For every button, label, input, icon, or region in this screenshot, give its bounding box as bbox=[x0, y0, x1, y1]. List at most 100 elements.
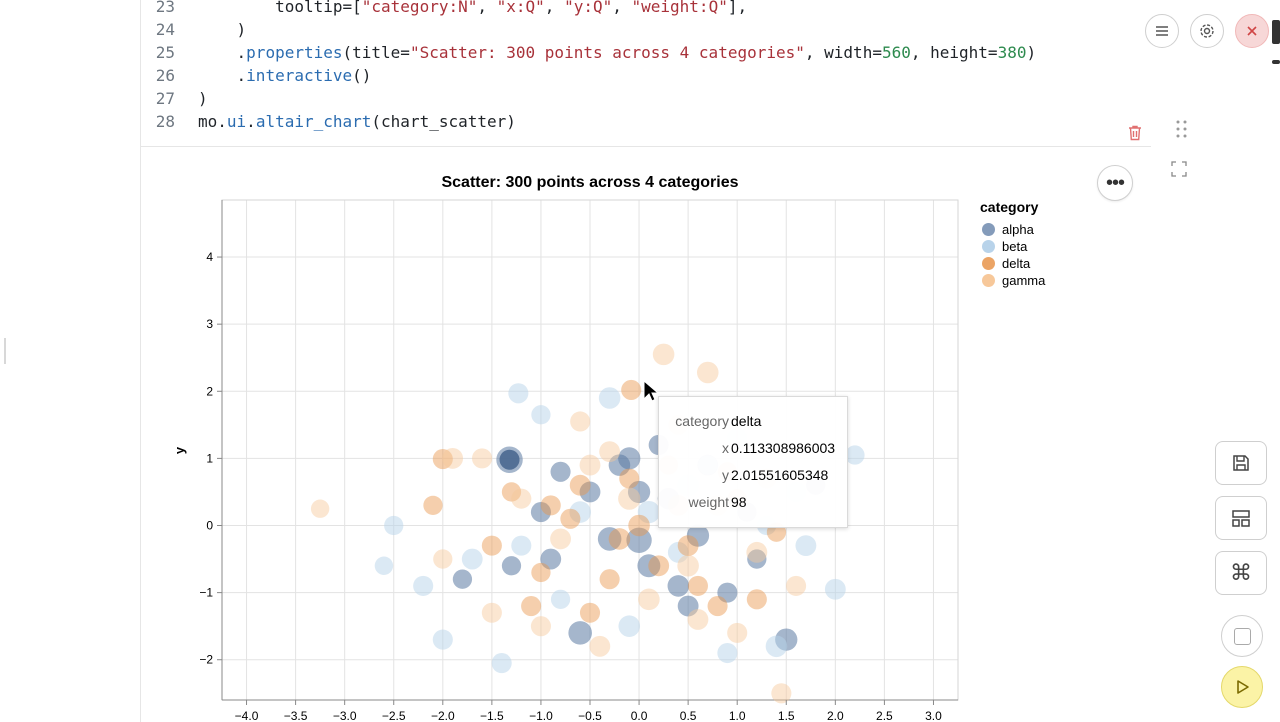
point-alpha[interactable] bbox=[597, 527, 622, 551]
point-beta[interactable] bbox=[637, 500, 661, 524]
point-gamma[interactable] bbox=[570, 411, 591, 432]
point-gamma[interactable] bbox=[727, 622, 748, 643]
more-options-icon[interactable]: ••• bbox=[1097, 165, 1133, 201]
point-alpha[interactable] bbox=[540, 548, 562, 570]
point-gamma[interactable] bbox=[530, 616, 551, 637]
point-beta[interactable] bbox=[413, 575, 434, 596]
point-highlight[interactable] bbox=[499, 449, 520, 470]
point-beta[interactable] bbox=[374, 556, 394, 575]
point-alpha[interactable] bbox=[667, 575, 690, 597]
point-gamma[interactable] bbox=[618, 487, 641, 510]
point-gamma[interactable] bbox=[511, 488, 532, 509]
point-gamma[interactable] bbox=[472, 448, 493, 469]
scatter-plot[interactable]: −4.0 −3.5 −3.0 −2.5 −2.0 −1.5 −1.0 −0.5 0.0 0.5 1.… bbox=[180, 195, 980, 722]
point-delta[interactable] bbox=[628, 514, 650, 537]
point-alpha[interactable] bbox=[747, 549, 767, 569]
point-delta[interactable] bbox=[432, 449, 453, 470]
point-delta[interactable] bbox=[501, 482, 522, 502]
point-gamma[interactable] bbox=[589, 635, 611, 657]
legend-item-beta[interactable]: beta bbox=[982, 238, 1027, 254]
code-line[interactable]: 27) bbox=[141, 87, 1141, 110]
point-gamma[interactable] bbox=[652, 343, 675, 366]
code-line[interactable]: 23 tooltip=["category:N", "x:Q", "y:Q", … bbox=[141, 0, 1141, 18]
point-gamma[interactable] bbox=[579, 454, 601, 476]
point-beta[interactable] bbox=[795, 535, 817, 557]
point-delta[interactable] bbox=[619, 468, 640, 489]
expand-icon[interactable] bbox=[1170, 160, 1188, 178]
point-beta[interactable] bbox=[461, 548, 483, 570]
point-delta[interactable] bbox=[648, 555, 670, 577]
close-icon[interactable] bbox=[1235, 14, 1269, 48]
legend-item-delta[interactable]: delta bbox=[982, 255, 1030, 271]
point-delta[interactable] bbox=[423, 495, 443, 516]
point-gamma[interactable] bbox=[433, 549, 453, 569]
point-alpha[interactable] bbox=[637, 554, 661, 578]
point-alpha[interactable] bbox=[530, 502, 551, 523]
code-line[interactable]: 25 .properties(title="Scatter: 300 point… bbox=[141, 41, 1141, 64]
point-beta[interactable] bbox=[511, 535, 532, 556]
run-icon[interactable] bbox=[1221, 666, 1263, 708]
point-gamma[interactable] bbox=[310, 499, 330, 518]
gear-icon[interactable] bbox=[1190, 14, 1224, 48]
point-beta[interactable] bbox=[598, 387, 621, 409]
point-beta[interactable] bbox=[491, 653, 512, 674]
point-gamma[interactable] bbox=[771, 683, 792, 704]
point-alpha[interactable] bbox=[568, 621, 592, 645]
point-beta[interactable] bbox=[845, 445, 865, 465]
point-delta[interactable] bbox=[579, 602, 601, 623]
point-gamma[interactable] bbox=[677, 554, 699, 577]
point-beta[interactable] bbox=[531, 405, 551, 425]
point-beta[interactable] bbox=[508, 383, 529, 404]
point-alpha[interactable] bbox=[686, 524, 710, 547]
point-beta[interactable] bbox=[667, 541, 689, 563]
point-gamma[interactable] bbox=[786, 575, 807, 596]
point-alpha[interactable] bbox=[717, 582, 738, 603]
point-gamma[interactable] bbox=[550, 528, 571, 550]
point-delta[interactable] bbox=[521, 595, 542, 617]
point-delta[interactable] bbox=[621, 379, 642, 400]
point-gamma[interactable] bbox=[481, 602, 502, 623]
point-beta[interactable] bbox=[717, 642, 738, 664]
point-alpha[interactable] bbox=[452, 569, 473, 589]
drag-handle-icon[interactable] bbox=[1176, 120, 1188, 140]
point-beta[interactable] bbox=[550, 589, 571, 609]
legend-item-alpha[interactable]: alpha bbox=[982, 221, 1034, 237]
point-alpha[interactable] bbox=[626, 527, 652, 553]
point-delta[interactable] bbox=[608, 528, 631, 550]
save-icon[interactable] bbox=[1215, 441, 1267, 485]
point-beta[interactable] bbox=[569, 501, 591, 523]
point-alpha[interactable] bbox=[501, 556, 522, 576]
point-beta[interactable] bbox=[765, 635, 788, 658]
stop-icon[interactable] bbox=[1221, 615, 1263, 657]
resize-handle[interactable] bbox=[4, 338, 6, 364]
point-gamma[interactable] bbox=[746, 541, 768, 563]
point-gamma[interactable] bbox=[442, 447, 464, 469]
point-delta[interactable] bbox=[569, 474, 591, 496]
point-delta[interactable] bbox=[599, 569, 620, 590]
point-alpha[interactable] bbox=[579, 481, 601, 503]
point-alpha[interactable] bbox=[608, 454, 631, 476]
point-delta[interactable] bbox=[531, 562, 551, 583]
point-alpha[interactable] bbox=[550, 461, 571, 482]
point-beta[interactable] bbox=[824, 578, 846, 600]
code-line[interactable]: 24 ) bbox=[141, 18, 1141, 41]
point-gamma[interactable] bbox=[696, 361, 719, 384]
point-delta[interactable] bbox=[560, 508, 581, 529]
code-line[interactable]: 26 .interactive() bbox=[141, 64, 1141, 87]
layout-icon[interactable] bbox=[1215, 496, 1267, 540]
code-editor[interactable]: 23 tooltip=["category:N", "x:Q", "y:Q", … bbox=[141, 0, 1151, 147]
point-delta[interactable] bbox=[707, 595, 728, 617]
command-icon[interactable]: ⌘ bbox=[1215, 551, 1267, 595]
point-alpha[interactable] bbox=[627, 480, 651, 504]
legend-item-gamma[interactable]: gamma bbox=[982, 272, 1045, 288]
point-beta[interactable] bbox=[384, 515, 404, 536]
point-delta[interactable] bbox=[746, 589, 767, 610]
point-delta[interactable] bbox=[481, 535, 502, 556]
point-gamma[interactable] bbox=[638, 588, 660, 611]
point-delta[interactable] bbox=[687, 575, 708, 596]
point-delta[interactable] bbox=[677, 535, 699, 557]
code-line[interactable]: 28 mo.ui.altair_chart(chart_scatter) bbox=[141, 110, 1141, 133]
hamburger-menu-icon[interactable] bbox=[1145, 14, 1179, 48]
point-beta[interactable] bbox=[618, 615, 641, 637]
point-gamma[interactable] bbox=[687, 609, 709, 630]
